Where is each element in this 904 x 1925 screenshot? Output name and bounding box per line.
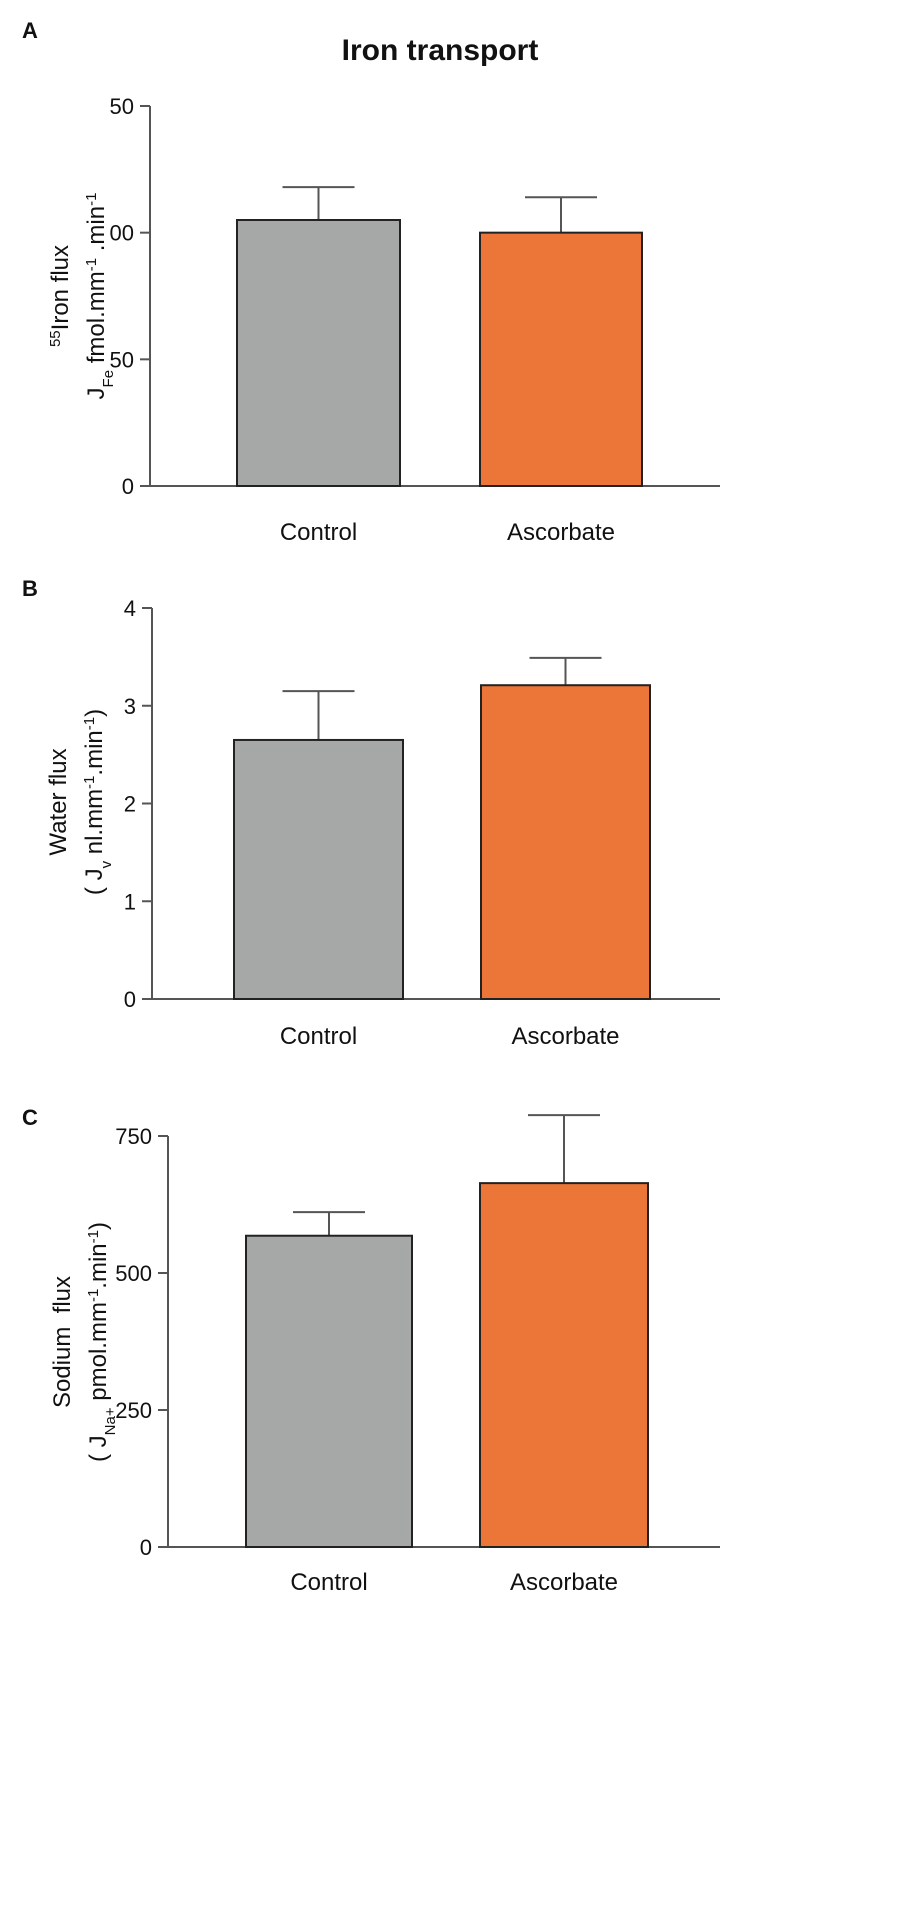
y-axis-label-part: Sodium flux [49,1276,76,1408]
panel-label: A [22,18,38,43]
y-axis-label-part: .min [85,1243,112,1288]
y-axis-label-part: Fe [100,370,117,388]
x-tick-label: Control [280,519,357,546]
y-tick-label: 1 [124,889,136,914]
y-tick-label: 2 [124,792,136,817]
y-axis-label-part: -1 [81,717,98,730]
bar [480,684,651,1000]
y-axis-label-part: v [98,860,115,868]
y-axis-label-part: Iron flux [47,245,74,330]
y-tick-label: 50 [110,94,134,119]
x-tick-label: Ascorbate [511,1023,619,1050]
y-axis-label-part: ) [81,709,108,717]
y-axis-label-part: -1 [85,1289,102,1302]
y-tick-label: 3 [124,694,136,719]
x-tick-label: Control [290,1569,367,1596]
y-axis-label: Sodium flux [49,1276,76,1408]
panel-label: B [22,576,38,601]
y-axis-label-part: -1 [83,193,100,206]
y-tick-label: 500 [115,1261,152,1286]
y-axis-label-part: -1 [85,1230,102,1243]
bar [236,219,401,487]
y-axis-label: JFe fmol.mm-1 .min-1 [83,193,117,400]
x-tick-label: Ascorbate [510,1569,618,1596]
y-axis-label-part: Water flux [45,748,72,855]
y-tick-label: 0 [124,987,136,1012]
y-axis-label-part: ) [85,1222,112,1230]
y-axis-label: ( JNa+ pmol.mm-1.min-1) [85,1222,119,1462]
y-tick-label: 0 [140,1535,152,1560]
y-tick-label: 50 [110,347,134,372]
bar [245,1234,413,1548]
y-tick-label: 250 [115,1398,152,1423]
y-tick-label: 4 [124,596,136,621]
y-tick-label: 00 [110,221,134,246]
y-axis-label-part: nl.mm [81,789,108,861]
y-axis-label-part: ( J [85,1435,112,1462]
y-tick-label: 750 [115,1124,152,1149]
y-axis-label-part: J [83,387,110,399]
y-axis-label-part: fmol.mm [83,271,110,370]
bar [479,1182,649,1549]
y-axis-label-part: Na+ [102,1407,119,1435]
y-axis-label-part: .min [83,206,110,258]
x-tick-label: Ascorbate [507,519,615,546]
y-axis-label-part: -1 [81,776,98,789]
y-axis-label: ( Jv nl.mm-1.min-1) [81,709,115,895]
y-axis-label-part: 55 [47,330,64,347]
y-tick-label: 0 [122,474,134,499]
panel-label: C [22,1105,38,1130]
bar [479,231,643,487]
y-axis-label: 55Iron flux [47,245,75,347]
y-axis-label-part: ( J [81,868,108,895]
y-axis-label-part: pmol.mm [85,1302,112,1407]
x-tick-label: Control [280,1023,357,1050]
bar [233,738,404,1001]
y-axis-label: Water flux [45,748,72,855]
y-axis-label-part: -1 [83,258,100,271]
y-axis-label-part: .min [81,730,108,775]
chart-title: Iron transport [342,34,539,67]
